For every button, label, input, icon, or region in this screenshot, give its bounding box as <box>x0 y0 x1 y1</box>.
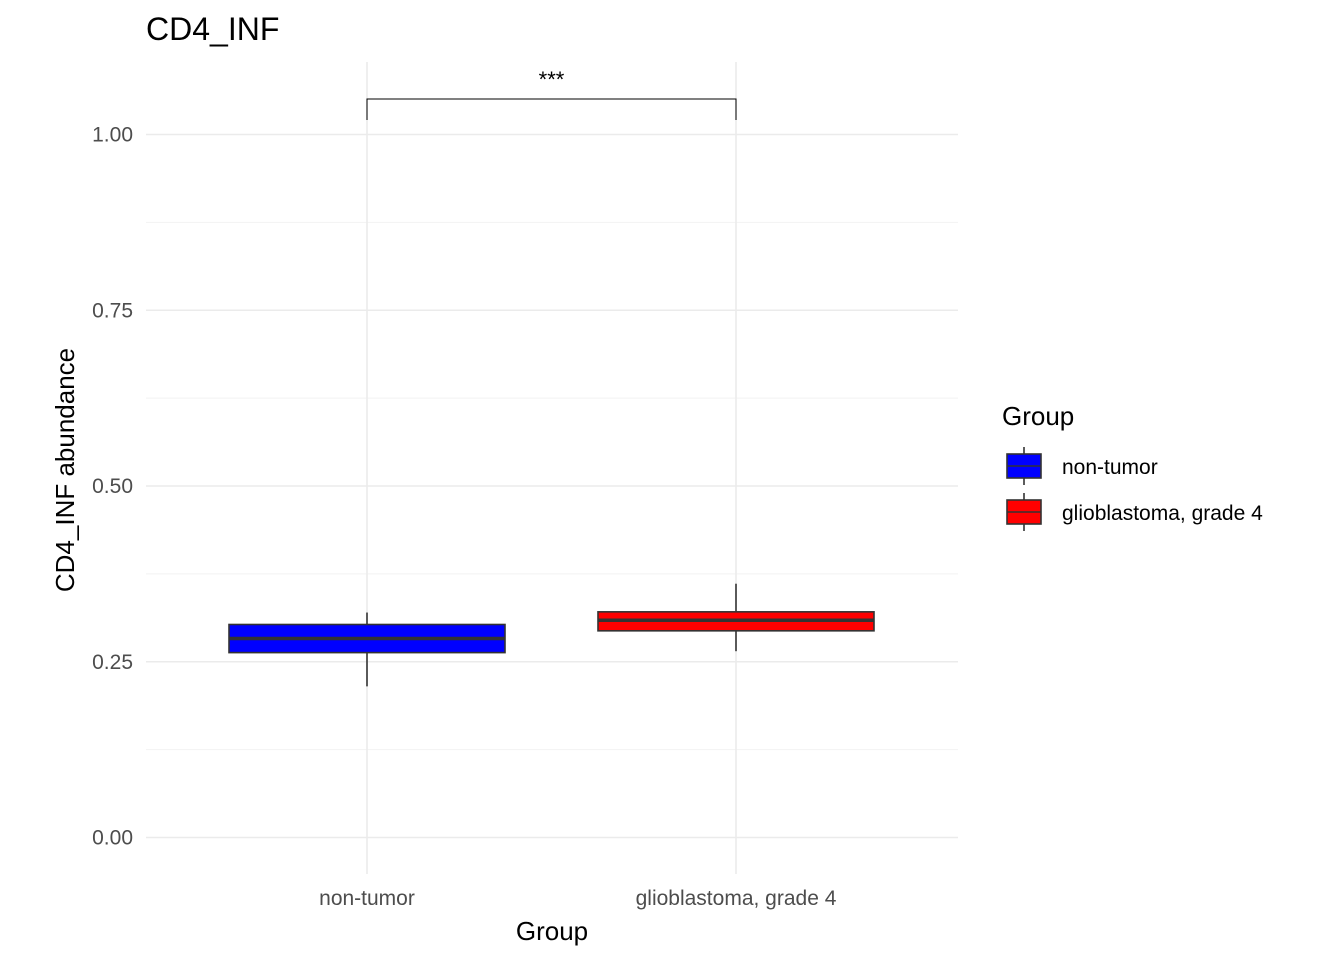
grid <box>146 62 958 874</box>
legend: Group non-tumor glioblastoma, grade 4 <box>1002 401 1263 531</box>
x-axis: non-tumor glioblastoma, grade 4 <box>319 887 837 910</box>
y-tick-label: 0.25 <box>92 651 133 674</box>
y-tick-label: 0.00 <box>92 827 133 850</box>
legend-title: Group <box>1002 401 1074 431</box>
y-axis: 0.00 0.25 0.50 0.75 1.00 <box>92 124 133 850</box>
y-tick-label: 0.50 <box>92 475 133 498</box>
box-glioblastoma <box>597 583 875 652</box>
y-axis-title: CD4_INF abundance <box>50 348 80 592</box>
x-tick-label: non-tumor <box>319 887 415 910</box>
y-tick-label: 0.75 <box>92 299 133 322</box>
box-non-tumor <box>228 612 506 687</box>
chart-title: CD4_INF <box>146 11 279 47</box>
x-axis-title: Group <box>516 916 588 946</box>
y-tick-label: 1.00 <box>92 124 133 147</box>
significance-annotation: *** <box>366 67 737 120</box>
legend-label: non-tumor <box>1062 456 1158 479</box>
x-tick-label: glioblastoma, grade 4 <box>636 887 837 910</box>
legend-item: glioblastoma, grade 4 <box>1006 493 1263 531</box>
significance-bracket <box>366 98 737 120</box>
significance-label: *** <box>539 67 565 92</box>
legend-item: non-tumor <box>1006 447 1158 485</box>
legend-label: glioblastoma, grade 4 <box>1062 502 1263 525</box>
plot-area <box>228 583 875 687</box>
